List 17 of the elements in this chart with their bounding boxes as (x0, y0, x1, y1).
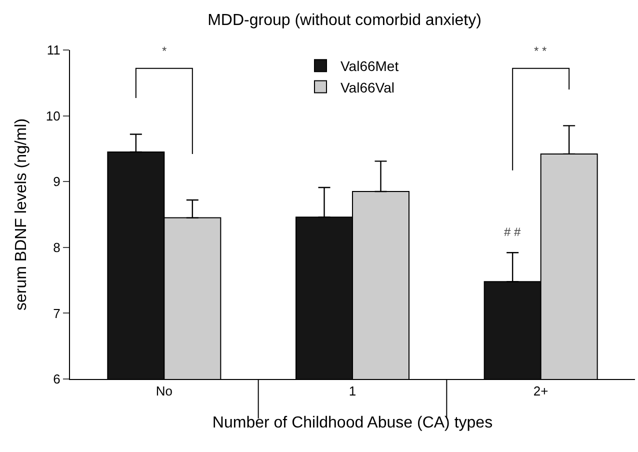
annotation: * (162, 44, 167, 58)
legend-label: Val66Val (340, 79, 394, 96)
y-tick-label: 11 (46, 42, 60, 58)
y-tick-label: 7 (53, 306, 60, 321)
chart-title: MDD-group (without comorbid anxiety) (208, 12, 482, 29)
x-axis-title: Number of Childhood Abuse (CA) types (212, 414, 493, 432)
x-tick-label: 2+ (533, 384, 548, 399)
y-tick-label: 9 (53, 174, 60, 190)
annotation: * * (534, 44, 548, 58)
y-tick-label: 6 (53, 372, 60, 387)
y-tick-label: 10 (46, 108, 60, 124)
y-tick-label: 8 (53, 240, 60, 255)
x-tick-label: No (156, 384, 172, 399)
y-axis-title: serum BDNF levels (ng/ml) (12, 118, 30, 311)
legend-label: Val66Met (340, 58, 399, 74)
annotation: # # (504, 225, 522, 239)
x-tick-label: 1 (348, 384, 356, 399)
